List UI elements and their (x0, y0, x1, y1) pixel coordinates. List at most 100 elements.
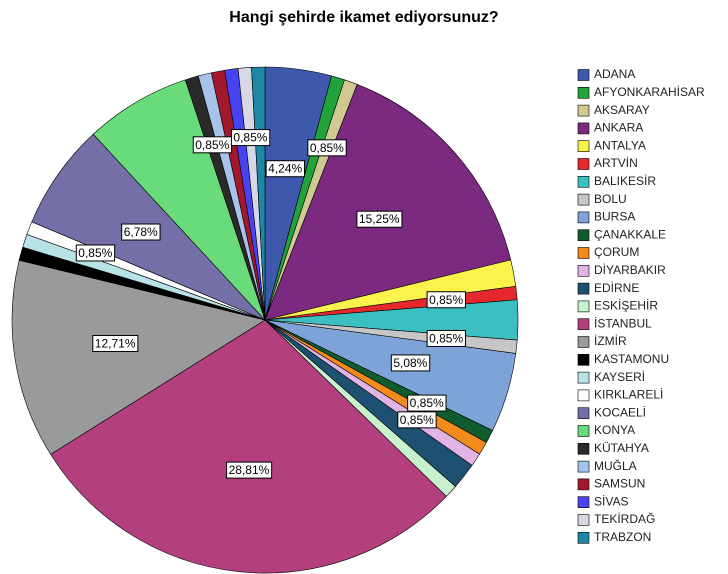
data-label-text: 0,85% (400, 413, 434, 427)
legend-label: SİVAS (594, 494, 628, 508)
pie-slice (50, 319, 447, 574)
data-label-text: 0,85% (410, 396, 444, 410)
legend-swatch (577, 407, 590, 420)
data-label-text: 5,08% (393, 356, 427, 370)
data-label-text: 28,81% (229, 463, 270, 477)
data-label-box (265, 160, 305, 178)
data-label: 4,24% (265, 160, 305, 178)
legend-swatch (577, 122, 590, 135)
legend-label: ESKİŞEHİR (594, 299, 658, 313)
legend-swatch (577, 371, 590, 384)
legend-label: KIRKLARELİ (594, 388, 663, 402)
legend-label: BURSA (594, 210, 635, 224)
legend-label: ANKARA (594, 121, 643, 135)
legend-label: DİYARBAKIR (594, 263, 666, 277)
legend-swatch (577, 247, 590, 259)
legend-label: ÇANAKKALE (594, 227, 666, 241)
legend-label: BALIKESİR (594, 174, 656, 188)
data-label: 0,85% (75, 244, 116, 262)
data-label-box (356, 210, 403, 228)
legend-swatch (577, 460, 590, 473)
legend-swatch (577, 353, 590, 366)
legend-swatch (577, 104, 590, 117)
legend-label: SAMSUN (594, 477, 645, 491)
legend-swatch (577, 478, 590, 491)
legend-swatch (577, 425, 590, 437)
data-label-box (390, 354, 431, 372)
data-label-box (75, 244, 116, 262)
data-label-text: 4,24% (268, 162, 302, 176)
legend-swatch (577, 158, 590, 170)
legend-label: ÇORUM (594, 245, 639, 259)
legend-swatch (577, 87, 590, 99)
data-label-box (121, 223, 161, 241)
legend-label: TRABZON (594, 530, 651, 544)
data-label-box (426, 329, 466, 347)
legend-label: ANTALYA (594, 138, 646, 152)
data-label: 15,25% (356, 210, 403, 228)
data-label-text: 12,71% (95, 336, 136, 350)
legend-swatch (577, 389, 590, 402)
data-label-text: 15,25% (359, 212, 400, 226)
data-label: 0,85% (230, 129, 271, 147)
legend-label: AFYONKARAHİSAR (594, 85, 705, 99)
legend-swatch (577, 496, 590, 509)
data-label: 0,85% (426, 329, 466, 347)
legend-label: EDİRNE (594, 281, 639, 295)
data-label-text: 0,85% (429, 331, 463, 345)
legend-swatch (577, 140, 590, 152)
legend-swatch (577, 514, 590, 526)
legend-label: BOLU (594, 192, 627, 206)
legend-label: TEKİRDAĞ (594, 511, 655, 526)
data-label-box (397, 411, 437, 429)
legend-swatch (577, 264, 590, 277)
legend-swatch (577, 69, 590, 81)
legend-label: KASTAMONU (594, 352, 669, 366)
legend-swatch (577, 318, 590, 331)
data-label-text: 0,85% (233, 131, 267, 145)
data-label: 6,78% (121, 223, 161, 241)
legend-swatch (577, 531, 590, 544)
legend-label: ADANA (594, 67, 635, 81)
data-label-box (92, 334, 139, 352)
legend-swatch (577, 193, 590, 206)
data-label-text: 6,78% (124, 225, 158, 239)
legend-label: MUĞLA (594, 458, 637, 473)
data-label: 0,85% (407, 394, 447, 412)
data-label-box (426, 291, 466, 309)
data-label: 12,71% (92, 334, 139, 352)
data-label-text: 0,85% (195, 138, 229, 152)
legend-swatch (577, 336, 590, 348)
data-label: 0,85% (192, 136, 233, 154)
legend-label: KONYA (594, 423, 635, 437)
legend-swatch (577, 229, 590, 241)
data-label: 5,08% (390, 354, 431, 372)
data-label-box (407, 394, 447, 412)
data-label-text: 0,85% (310, 141, 344, 155)
pie-slice (11, 259, 266, 455)
legend-label: AKSARAY (594, 103, 650, 117)
data-label-text: 0,85% (78, 246, 112, 260)
legend-label: KÜTAHYA (594, 441, 649, 455)
data-label-box (226, 461, 273, 479)
data-label: 0,85% (307, 139, 347, 157)
chart-title: Hangi şehirde ikamet ediyorsunuz? (229, 9, 498, 26)
legend-swatch (577, 176, 590, 188)
pie-slice (92, 79, 266, 321)
legend-swatch (577, 442, 590, 455)
legend-label: KAYSERİ (594, 370, 645, 384)
data-label-box (307, 139, 347, 157)
legend-label: ARTVİN (594, 156, 638, 170)
legend-label: KOCAELİ (594, 405, 646, 419)
data-label: 28,81% (226, 461, 273, 479)
legend-swatch (577, 211, 590, 224)
pie-slice (264, 84, 512, 321)
data-label: 0,85% (397, 411, 437, 429)
data-label-text: 0,85% (429, 293, 463, 307)
data-label: 0,85% (426, 291, 466, 309)
data-label-box (230, 129, 271, 147)
legend-label: İSTANBUL (594, 316, 652, 330)
legend-swatch (577, 282, 590, 295)
legend-swatch (577, 300, 590, 313)
